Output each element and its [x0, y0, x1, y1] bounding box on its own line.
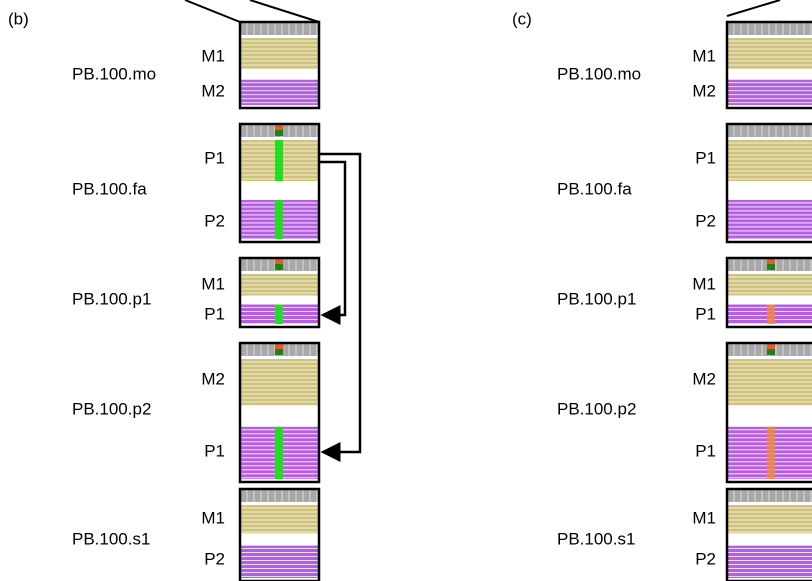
haplotype-label: M1	[692, 274, 716, 293]
haplotype-label: M1	[692, 46, 716, 65]
haplotype-label: P1	[204, 148, 225, 167]
alignment-view	[240, 124, 319, 242]
coverage-track	[240, 489, 319, 502]
haplotype-label: M1	[201, 508, 225, 527]
haplotype-label: M1	[201, 274, 225, 293]
sample-name: PB.100.s1	[72, 529, 150, 548]
read-block	[240, 505, 319, 533]
alignment-view	[727, 22, 812, 108]
variant-column	[275, 200, 283, 239]
panel-label: (b)	[8, 9, 29, 28]
haplotype-label: P2	[695, 211, 716, 230]
sample-name: PB.100.s1	[557, 529, 635, 548]
alignment-view	[240, 343, 319, 482]
variant-column	[275, 140, 283, 181]
read-block	[240, 80, 319, 105]
coverage-track	[240, 22, 319, 35]
inheritance-arrows	[319, 154, 360, 452]
variant-column	[275, 427, 283, 479]
sample-name: PB.100.p2	[557, 399, 636, 418]
haplotype-label: M1	[201, 46, 225, 65]
read-block	[727, 546, 812, 578]
haplotype-label: P1	[204, 441, 225, 460]
haplotype-label: M2	[201, 369, 225, 388]
sample-name: PB.100.p1	[72, 289, 151, 308]
read-block	[727, 505, 812, 533]
variant-column	[767, 305, 775, 325]
variant-header	[275, 264, 283, 270]
read-block	[240, 546, 319, 578]
alignment-view	[240, 22, 319, 108]
variant-column	[275, 305, 283, 325]
sample-name: PB.100.fa	[557, 179, 632, 198]
alignment-view	[727, 258, 812, 327]
figure: (b) PB.100.mo M1 M2 PB.100.fa P1 P2 PB.100.p1 M1…	[0, 0, 812, 581]
variant-header	[275, 259, 283, 264]
variant-header	[275, 349, 283, 355]
haplotype-label: M2	[692, 369, 716, 388]
alignment-view	[727, 124, 812, 242]
haplotype-label: P1	[695, 441, 716, 460]
sample-name: PB.100.p1	[557, 289, 636, 308]
read-block	[727, 38, 812, 69]
read-block	[240, 38, 319, 69]
haplotype-label: M1	[692, 508, 716, 527]
sample-name: PB.100.mo	[557, 64, 641, 83]
variant-header	[275, 344, 283, 349]
haplotype-label: M2	[201, 81, 225, 100]
sample-name: PB.100.p2	[72, 399, 151, 418]
alignment-view	[727, 489, 812, 581]
zoom-lines	[185, 0, 780, 22]
panel-label: (c)	[512, 9, 532, 28]
variant-header	[767, 264, 775, 270]
sample-name: PB.100.fa	[72, 179, 147, 198]
haplotype-label: P1	[695, 148, 716, 167]
haplotype-label: M2	[692, 81, 716, 100]
variant-header	[767, 349, 775, 355]
haplotype-label: P1	[204, 304, 225, 323]
haplotype-label: P2	[204, 211, 225, 230]
variant-header	[767, 344, 775, 349]
alignment-view	[240, 489, 319, 581]
read-block	[727, 80, 812, 105]
alignment-view	[727, 343, 812, 482]
variant-header	[275, 130, 283, 136]
variant-column	[767, 427, 775, 479]
haplotype-label: P2	[695, 549, 716, 568]
haplotype-label: P2	[204, 549, 225, 568]
haplotype-label: P1	[695, 304, 716, 323]
alignment-view	[240, 258, 319, 327]
variant-header	[275, 125, 283, 130]
variant-header	[767, 259, 775, 264]
read-block	[727, 200, 812, 239]
sample-name: PB.100.mo	[72, 64, 156, 83]
